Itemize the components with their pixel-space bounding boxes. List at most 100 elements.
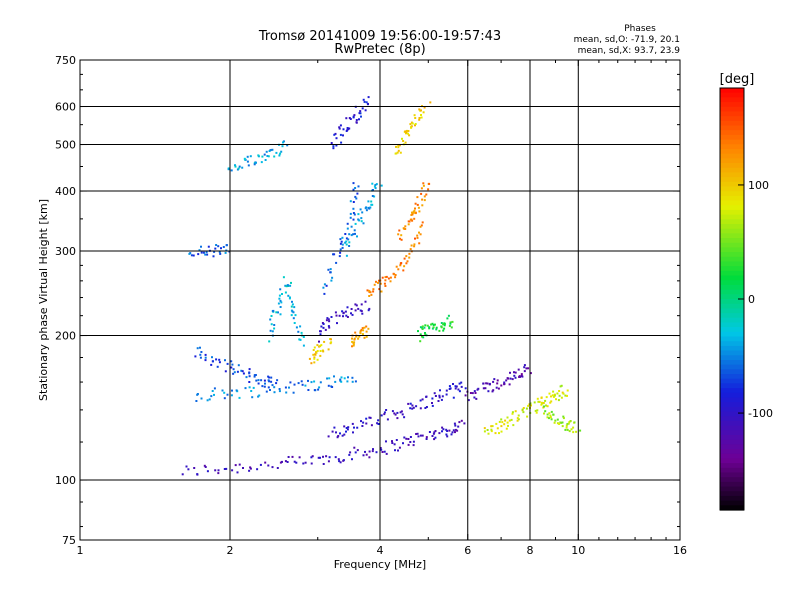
- scatter-point: [419, 399, 422, 402]
- scatter-point: [217, 469, 220, 472]
- scatter-point: [540, 403, 543, 406]
- colorbar-stripe: [720, 486, 744, 492]
- scatter-point: [487, 432, 490, 435]
- scatter-point: [350, 308, 353, 310]
- scatter-point: [290, 281, 292, 284]
- colorbar-stripe: [720, 472, 744, 478]
- chart-subtitle: RwPretec (8p): [334, 42, 425, 57]
- scatter-point: [298, 456, 301, 459]
- scatter-point: [561, 421, 564, 424]
- scatter-point: [558, 423, 561, 425]
- scatter-point: [211, 356, 213, 359]
- scatter-point: [341, 243, 344, 246]
- colorbar-stripe: [720, 270, 744, 277]
- scatter-point: [327, 325, 330, 328]
- scatter-point: [210, 363, 213, 366]
- scatter-point: [319, 350, 322, 352]
- scatter-point: [525, 407, 528, 410]
- scatter-point: [358, 118, 360, 121]
- scatter-point: [460, 381, 463, 384]
- scatter-point: [403, 436, 406, 439]
- scatter-point: [419, 333, 422, 336]
- scatter-point: [310, 381, 313, 384]
- scatter-point: [299, 325, 302, 328]
- scatter-point: [408, 256, 411, 259]
- scatter-point: [405, 132, 407, 135]
- scatter-point: [368, 456, 371, 459]
- scatter-point: [343, 433, 346, 436]
- scatter-point: [226, 393, 229, 396]
- scatter-point: [425, 436, 428, 439]
- scatter-point: [442, 329, 445, 332]
- scatter-point: [267, 379, 270, 382]
- scatter-point: [204, 353, 207, 356]
- scatter-point: [405, 437, 408, 440]
- scatter-point: [562, 392, 565, 395]
- scatter-point: [420, 109, 422, 112]
- scatter-point: [330, 142, 333, 144]
- colorbar-stripe: [720, 505, 744, 511]
- scatter-point: [503, 383, 506, 386]
- scatter-point: [546, 405, 549, 408]
- scatter-point: [378, 279, 380, 282]
- scatter-point: [338, 255, 341, 258]
- scatter-point: [285, 391, 288, 394]
- scatter-point: [231, 469, 234, 472]
- scatter-point: [380, 290, 383, 293]
- scatter-point: [202, 251, 205, 254]
- scatter-point: [279, 461, 282, 464]
- scatter-point: [516, 419, 519, 422]
- scatter-point: [407, 223, 410, 226]
- scatter-point: [345, 430, 347, 433]
- scatter-point: [414, 123, 417, 125]
- scatter-point: [232, 368, 235, 371]
- scatter-point: [231, 389, 233, 392]
- scatter-point: [490, 425, 493, 428]
- scatter-point: [196, 473, 199, 476]
- scatter-point: [261, 155, 264, 158]
- scatter-point: [562, 415, 565, 418]
- scatter-point: [284, 460, 287, 463]
- scatter-point: [286, 144, 289, 147]
- scatter-point: [356, 235, 358, 238]
- scatter-point: [490, 428, 493, 431]
- colorbar-label: [deg]: [720, 72, 755, 87]
- scatter-point: [368, 207, 371, 210]
- scatter-point: [559, 385, 562, 388]
- scatter-point: [432, 326, 435, 329]
- scatter-point: [332, 253, 334, 256]
- scatter-point: [365, 330, 368, 333]
- scatter-point: [490, 430, 493, 433]
- scatter-point: [441, 395, 444, 398]
- scatter-point: [491, 390, 494, 393]
- scatter-point: [354, 195, 357, 198]
- scatter-point: [566, 428, 569, 431]
- scatter-point: [267, 386, 270, 389]
- scatter-point: [428, 182, 431, 185]
- scatter-point: [234, 464, 237, 467]
- scatter-point: [464, 387, 467, 390]
- scatter-point: [247, 164, 250, 167]
- scatter-point: [356, 426, 359, 429]
- scatter-point: [367, 96, 370, 99]
- scatter-point: [432, 432, 435, 435]
- scatter-point: [360, 220, 363, 223]
- scatter-point: [431, 327, 434, 330]
- scatter-point: [295, 326, 298, 329]
- scatter-point: [414, 124, 416, 127]
- scatter-point: [426, 324, 429, 327]
- scatter-point: [358, 112, 361, 115]
- scatter-point: [413, 245, 416, 248]
- scatter-point: [367, 327, 370, 330]
- scatter-point: [415, 405, 418, 408]
- scatter-point: [411, 407, 414, 410]
- scatter-point: [394, 274, 397, 276]
- scatter-point: [218, 361, 221, 364]
- scatter-point: [253, 163, 256, 166]
- colorbar-stripe: [720, 167, 744, 173]
- scatter-point: [359, 110, 362, 113]
- scatter-point: [464, 394, 467, 397]
- scatter-point: [425, 438, 428, 440]
- scatter-point: [185, 465, 188, 468]
- scatter-point: [521, 375, 524, 378]
